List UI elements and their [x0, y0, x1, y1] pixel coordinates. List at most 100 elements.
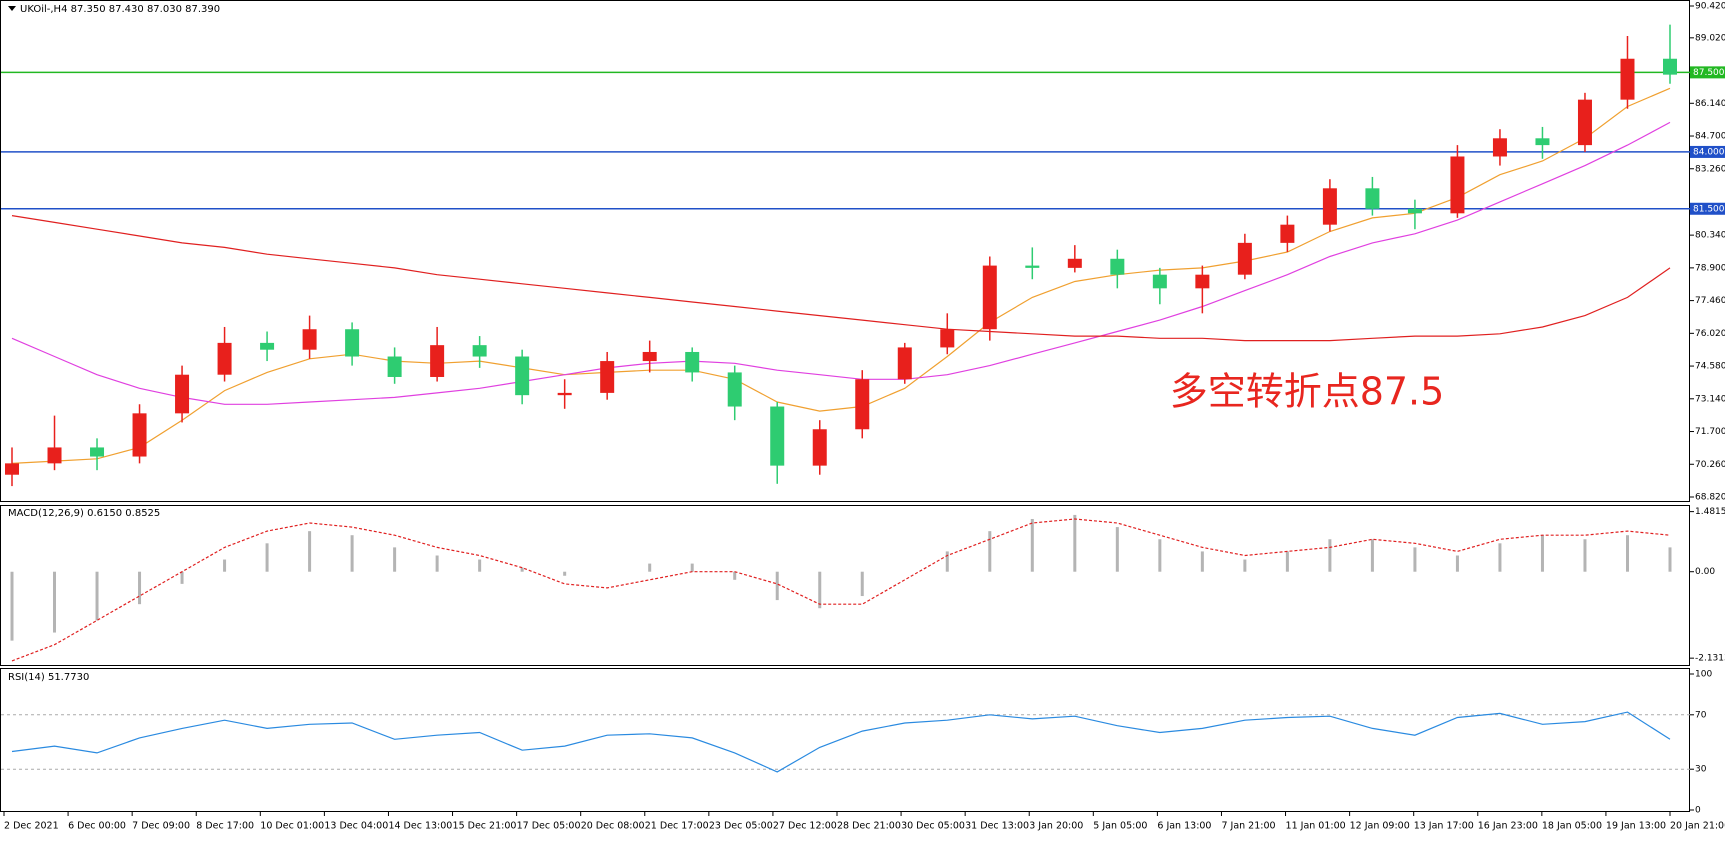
candle-body	[897, 347, 912, 380]
y-tick-label: 78.900	[1695, 263, 1725, 273]
candle-body	[1195, 274, 1210, 289]
indicator-line	[11, 215, 1671, 342]
y-tick-label: 89.020	[1695, 33, 1725, 43]
x-tick-label: 21 Dec 17:00	[645, 821, 709, 832]
x-tick-label: 18 Jan 05:00	[1542, 821, 1602, 832]
candle-body	[1322, 188, 1337, 225]
y-tick-label: 77.460	[1695, 296, 1725, 306]
x-tick-label: 6 Dec 00:00	[68, 821, 126, 832]
candle-body	[132, 413, 147, 457]
y-tick-label: 30	[1695, 765, 1707, 775]
candle-body	[217, 342, 232, 375]
candle-body	[727, 372, 742, 407]
x-tick-label: 20 Jan 21:00	[1670, 821, 1725, 832]
x-tick-label: 8 Dec 17:00	[196, 821, 254, 832]
candle-body	[1492, 138, 1507, 157]
candle-body	[1280, 224, 1295, 243]
x-tick-label: 2 Dec 2021	[4, 821, 59, 832]
indicator-line	[11, 121, 1671, 405]
candle-body	[47, 447, 62, 464]
x-tick-label: 5 Jan 05:00	[1093, 821, 1147, 832]
candle-body	[260, 342, 275, 350]
rsi-panel	[0, 668, 1690, 812]
candle-body	[175, 374, 190, 414]
x-tick-label: 7 Dec 09:00	[132, 821, 190, 832]
x-tick-label: 7 Jan 21:00	[1221, 821, 1275, 832]
y-tick-label: 73.140	[1695, 394, 1725, 404]
candle-body	[515, 356, 530, 396]
candle-body	[855, 379, 870, 430]
x-tick-label: 14 Dec 13:00	[388, 821, 452, 832]
candle-body	[1620, 58, 1635, 100]
candle-body	[1110, 258, 1125, 275]
candle-body	[1237, 242, 1252, 275]
indicator-line	[11, 711, 1671, 773]
candle-body	[472, 345, 487, 357]
x-tick-label: 15 Dec 21:00	[453, 821, 517, 832]
level-label: 87.500	[1693, 68, 1725, 78]
x-tick-label: 12 Jan 09:00	[1350, 821, 1410, 832]
y-tick-label: 1.4815	[1695, 507, 1725, 517]
x-tick-label: 20 Dec 08:00	[581, 821, 645, 832]
candle-body	[1365, 188, 1380, 209]
candle-body	[770, 406, 785, 466]
y-tick-label: 70.260	[1695, 460, 1725, 470]
candle-body	[1152, 274, 1167, 289]
candle-body	[345, 329, 360, 357]
macd-panel	[0, 505, 1690, 666]
y-tick-label: 74.580	[1695, 362, 1725, 372]
y-tick-label: 90.420	[1695, 2, 1725, 12]
indicator-line	[11, 87, 1671, 464]
candle-body	[1450, 156, 1465, 214]
annotation: 多空转折点87.5	[1170, 370, 1445, 414]
x-tick-label: 23 Dec 05:00	[709, 821, 773, 832]
y-tick-label: 84.700	[1695, 132, 1725, 142]
y-tick-label: 86.140	[1695, 99, 1725, 109]
x-tick-label: 19 Jan 13:00	[1606, 821, 1666, 832]
y-tick-label: 76.020	[1695, 329, 1725, 339]
y-tick-label: 71.700	[1695, 427, 1725, 437]
candle-body	[430, 345, 445, 377]
dropdown-icon	[8, 6, 16, 11]
candle-body	[812, 429, 827, 466]
y-tick-label: -2.1313	[1695, 654, 1725, 664]
x-tick-label: 30 Dec 05:00	[901, 821, 965, 832]
y-tick-label: 68.820	[1695, 493, 1725, 503]
level-tag	[1690, 202, 1725, 215]
candle-body	[302, 329, 317, 350]
x-tick-label: 27 Dec 12:00	[773, 821, 837, 832]
candle-body	[1067, 258, 1082, 268]
candle-body	[557, 392, 572, 396]
x-tick-label: 28 Dec 21:00	[837, 821, 901, 832]
y-tick-label: 0.00	[1695, 567, 1715, 577]
y-tick-label: 70	[1695, 710, 1707, 720]
y-tick-label: 0	[1695, 806, 1701, 816]
indicator-line	[11, 518, 1671, 662]
x-tick-label: 16 Jan 23:00	[1478, 821, 1538, 832]
x-tick-label: 11 Jan 01:00	[1286, 821, 1346, 832]
level-label: 84.000	[1693, 147, 1725, 157]
x-tick-label: 10 Dec 01:00	[260, 821, 324, 832]
macd-title: MACD(12,26,9) 0.6150 0.8525	[8, 508, 160, 519]
level-tag	[1690, 145, 1725, 158]
candle-body	[90, 447, 105, 457]
candle-body	[1577, 99, 1592, 146]
x-tick-label: 17 Dec 05:00	[517, 821, 581, 832]
y-tick-label: 83.260	[1695, 164, 1725, 174]
candle-body	[1535, 138, 1550, 146]
candle-body	[5, 463, 19, 475]
candle-body	[940, 329, 955, 348]
x-tick-label: 13 Jan 17:00	[1414, 821, 1474, 832]
candle-body	[1663, 58, 1677, 75]
candle-body	[600, 361, 615, 393]
candle-body	[387, 356, 402, 377]
candle-body	[1025, 265, 1040, 268]
level-tag	[1690, 66, 1725, 79]
chart-title: UKOil-,H4 87.350 87.430 87.030 87.390	[20, 4, 220, 15]
price-panel	[0, 0, 1690, 502]
y-tick-label: 100	[1695, 670, 1712, 680]
candle-body	[1407, 208, 1422, 214]
x-tick-label: 6 Jan 13:00	[1157, 821, 1211, 832]
